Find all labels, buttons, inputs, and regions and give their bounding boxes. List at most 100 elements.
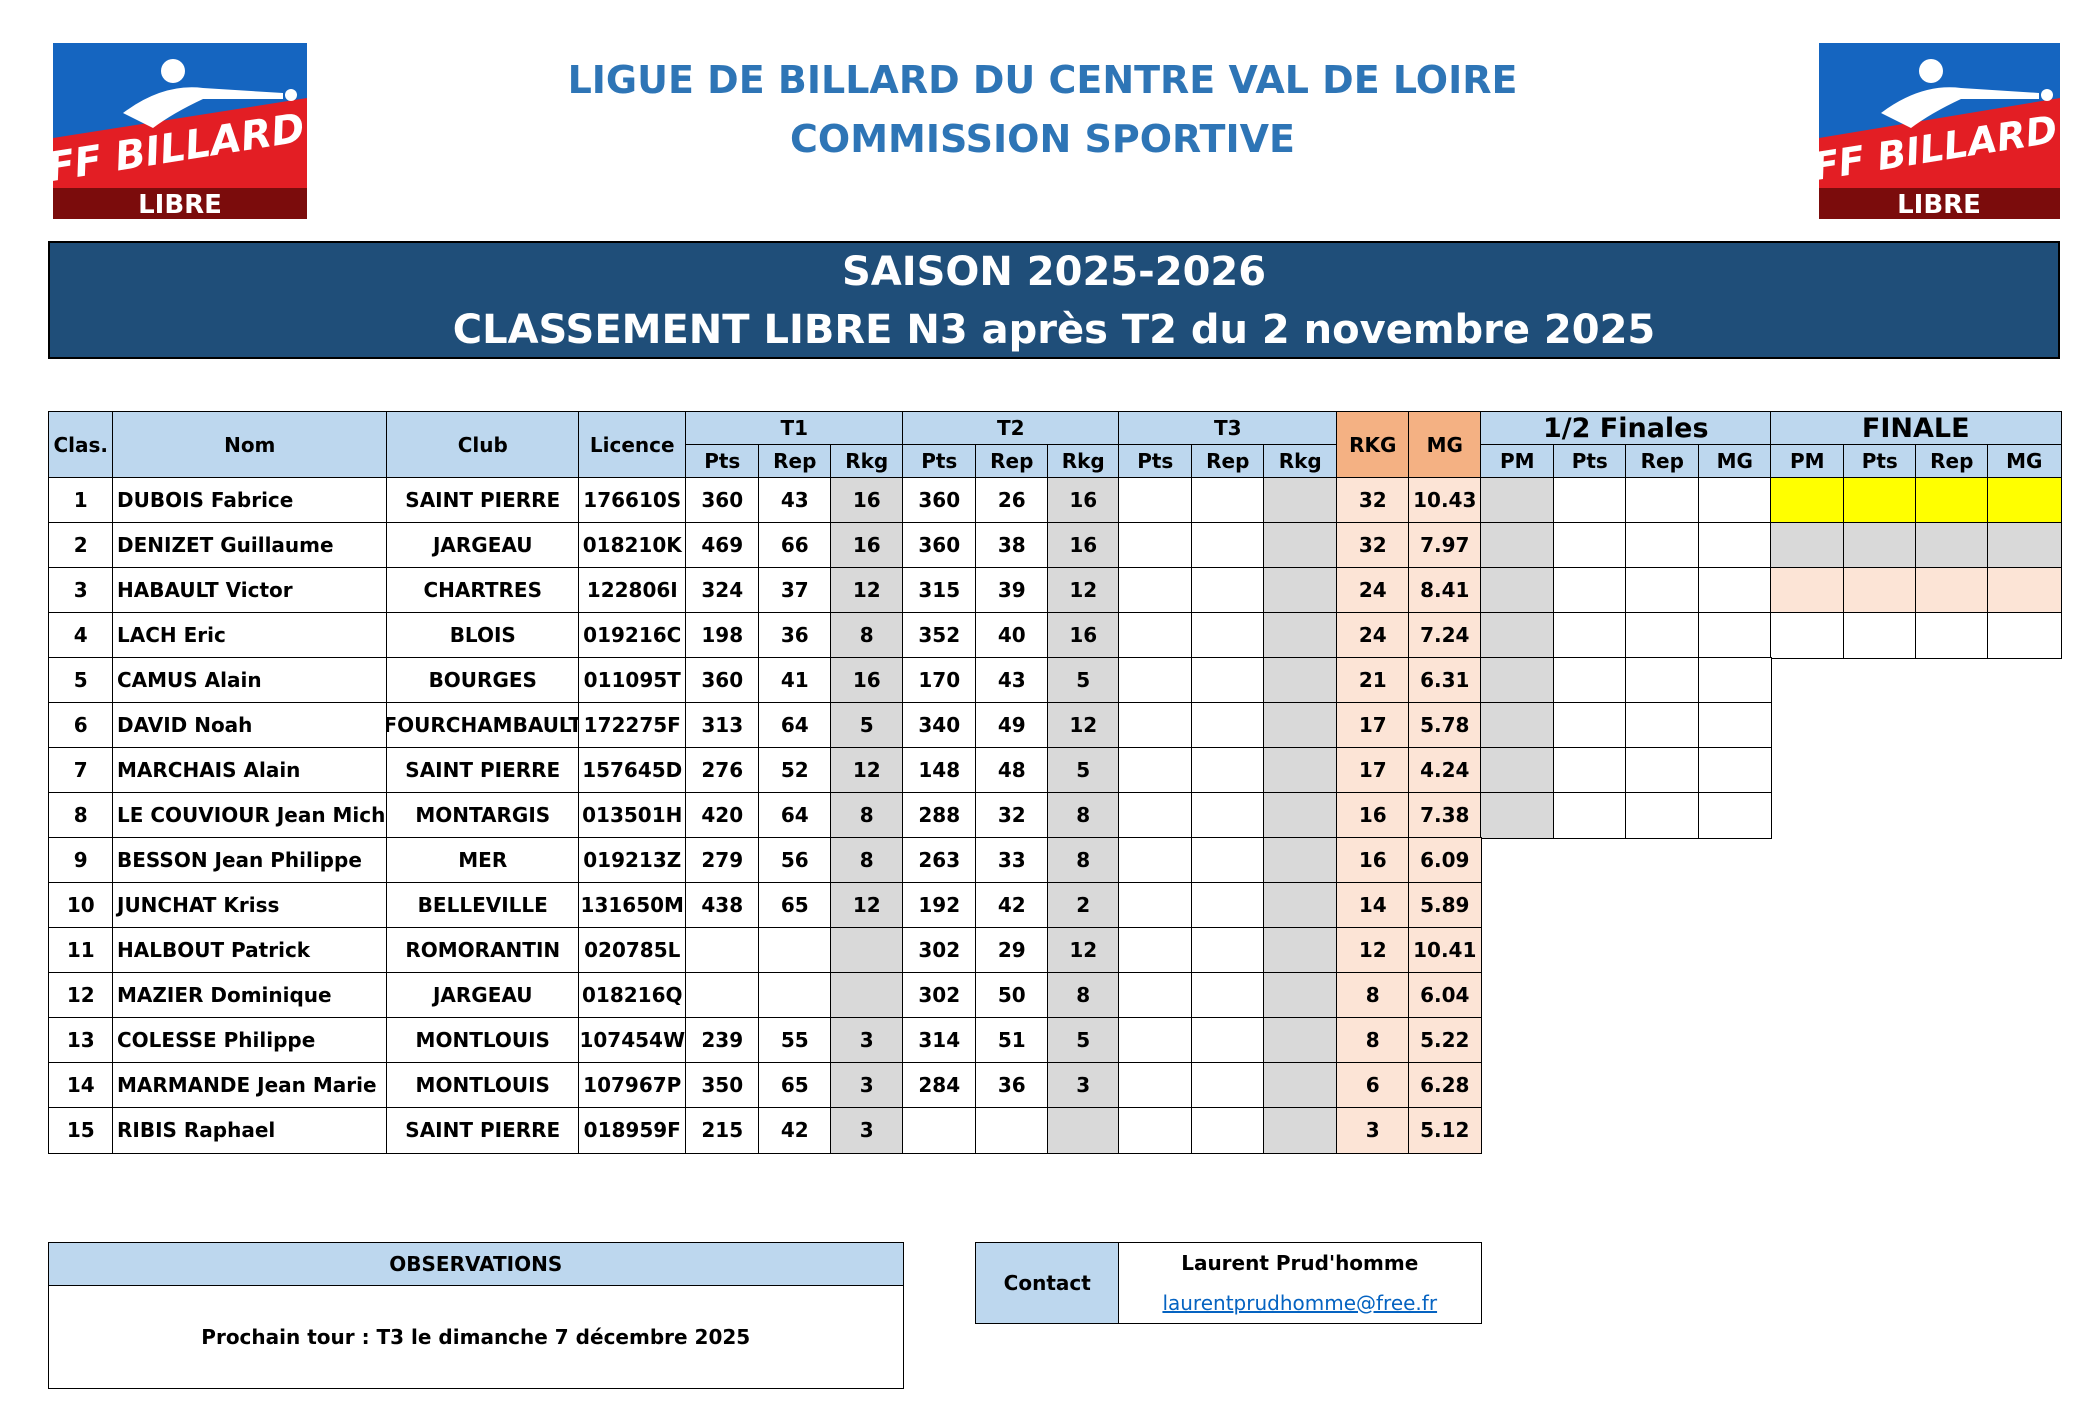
semi-final-cell <box>1698 567 1772 614</box>
table-cell: 6.28 <box>1408 1062 1482 1109</box>
table-cell <box>1118 1017 1193 1064</box>
table-cell: 313 <box>685 702 760 749</box>
final-cell <box>1770 612 1845 659</box>
table-cell: 302 <box>902 972 977 1019</box>
table-cell: 6 <box>1336 1062 1410 1109</box>
table-cell <box>685 972 760 1019</box>
phase-subheader: Rep <box>1625 444 1700 479</box>
table-cell: 360 <box>902 477 977 524</box>
final-cell <box>1915 522 1989 569</box>
table-cell: 340 <box>902 702 977 749</box>
column-header: Club <box>386 411 580 479</box>
table-cell: 16 <box>830 477 904 524</box>
round-subheader: Rep <box>975 444 1049 479</box>
table-cell <box>1191 477 1265 524</box>
table-cell: 56 <box>758 837 832 884</box>
table-cell <box>1118 657 1193 704</box>
table-cell: JUNCHAT Kriss <box>112 882 388 929</box>
table-cell <box>1191 702 1265 749</box>
table-cell: 018959F <box>578 1107 687 1154</box>
table-cell: 157645D <box>578 747 687 794</box>
round-subheader: Rkg <box>830 444 904 479</box>
table-cell <box>830 927 904 974</box>
table-cell: 38 <box>975 522 1049 569</box>
table-cell: 21 <box>1336 657 1410 704</box>
table-cell: 12 <box>830 747 904 794</box>
table-cell: MARMANDE Jean Marie <box>112 1062 388 1109</box>
table-cell: 3 <box>830 1017 904 1064</box>
table-cell: 16 <box>1047 522 1120 569</box>
final-cell <box>1770 522 1845 569</box>
table-cell <box>830 972 904 1019</box>
table-cell: 5.12 <box>1408 1107 1482 1154</box>
table-cell: 12 <box>1047 702 1120 749</box>
table-cell: 12 <box>830 567 904 614</box>
table-cell <box>1191 567 1265 614</box>
round-header: T2 <box>902 411 1120 446</box>
table-cell: 36 <box>758 612 832 659</box>
table-cell: SAINT PIERRE <box>386 477 580 524</box>
table-cell: 360 <box>685 477 760 524</box>
table-cell <box>1263 882 1338 929</box>
table-cell: 8.41 <box>1408 567 1482 614</box>
table-cell: 5 <box>1047 747 1120 794</box>
table-cell: ROMORANTIN <box>386 927 580 974</box>
table-cell: 018210K <box>578 522 687 569</box>
table-cell: 7 <box>48 747 114 794</box>
table-cell <box>1191 1062 1265 1109</box>
phase-subheader: Rep <box>1915 444 1989 479</box>
table-cell: FOURCHAMBAULT <box>386 702 580 749</box>
table-cell: 12 <box>1047 927 1120 974</box>
table-cell <box>1263 477 1338 524</box>
round-subheader: Rkg <box>1047 444 1120 479</box>
table-cell: SAINT PIERRE <box>386 747 580 794</box>
table-cell: BESSON Jean Philippe <box>112 837 388 884</box>
phase-subheader: PM <box>1480 444 1555 479</box>
table-cell: 018216Q <box>578 972 687 1019</box>
table-cell: MONTARGIS <box>386 792 580 839</box>
table-cell <box>758 927 832 974</box>
table-cell <box>1118 702 1193 749</box>
table-cell <box>1191 747 1265 794</box>
round-subheader: Pts <box>902 444 977 479</box>
column-header: Clas. <box>48 411 114 479</box>
final-cell <box>1915 477 1989 524</box>
logo-label: LIBRE <box>1897 190 1981 219</box>
table-cell: 65 <box>758 1062 832 1109</box>
semi-final-cell <box>1625 612 1700 659</box>
table-cell: 8 <box>1047 837 1120 884</box>
table-cell: MAZIER Dominique <box>112 972 388 1019</box>
table-cell: 6.09 <box>1408 837 1482 884</box>
semi-final-cell <box>1553 522 1627 569</box>
table-cell <box>1118 477 1193 524</box>
table-cell <box>1191 1017 1265 1064</box>
table-cell: 5 <box>1047 657 1120 704</box>
table-cell: 42 <box>975 882 1049 929</box>
table-cell: 176610S <box>578 477 687 524</box>
contact-email[interactable]: laurentprudhomme@free.fr <box>1162 1290 1438 1315</box>
semi-final-cell <box>1625 747 1700 794</box>
table-cell <box>1263 567 1338 614</box>
table-cell: 8 <box>830 792 904 839</box>
table-cell: 12 <box>830 882 904 929</box>
round-subheader: Rep <box>758 444 832 479</box>
table-cell: 284 <box>902 1062 977 1109</box>
table-cell: 8 <box>1336 1017 1410 1064</box>
table-cell: 39 <box>975 567 1049 614</box>
table-cell: 239 <box>685 1017 760 1064</box>
table-cell <box>1191 837 1265 884</box>
table-cell: 36 <box>975 1062 1049 1109</box>
final-cell <box>1843 477 1917 524</box>
semi-final-cell <box>1625 477 1700 524</box>
table-cell: CAMUS Alain <box>112 657 388 704</box>
table-cell: 3 <box>48 567 114 614</box>
semi-final-cell <box>1553 702 1627 749</box>
table-cell <box>685 927 760 974</box>
table-cell: 64 <box>758 702 832 749</box>
semi-final-cell <box>1698 477 1772 524</box>
table-cell: 15 <box>48 1107 114 1154</box>
table-cell: 48 <box>975 747 1049 794</box>
final-cell <box>1770 477 1845 524</box>
table-cell: 013501H <box>578 792 687 839</box>
